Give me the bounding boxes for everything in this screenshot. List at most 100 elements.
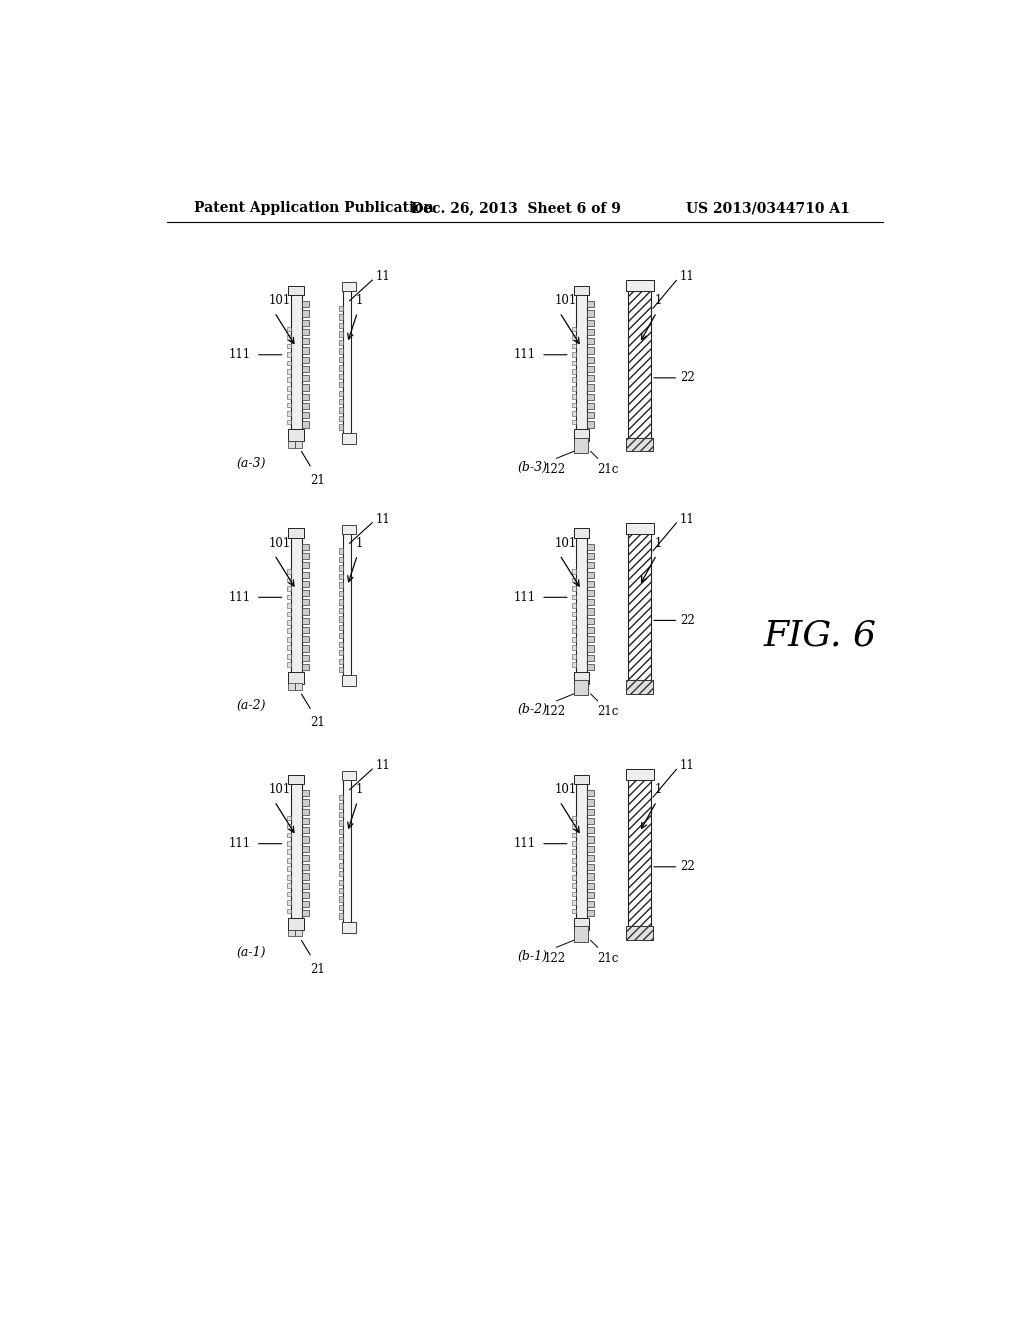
Bar [302,828,308,833]
Bar [587,818,594,824]
Bar [587,655,594,661]
Bar [573,528,589,537]
Bar [572,420,575,425]
Bar [302,883,308,888]
Bar [572,858,575,862]
Bar [302,645,308,652]
Text: 1: 1 [356,536,364,549]
Bar [289,775,304,784]
Bar [342,771,356,780]
Bar [289,528,304,537]
Bar [287,343,291,348]
Bar [287,900,291,906]
Bar [339,591,343,597]
Bar [339,659,343,664]
Bar [287,611,291,616]
Bar [572,850,575,854]
Bar [339,607,343,612]
Text: Patent Application Publication: Patent Application Publication [194,202,433,215]
Bar [587,902,594,907]
Bar [302,636,308,643]
Bar [627,523,654,533]
Bar [575,780,587,923]
Bar [339,888,343,894]
Bar [339,408,343,413]
Bar [339,837,343,842]
Bar [302,347,308,354]
Text: (a-2): (a-2) [237,700,266,713]
Bar [573,672,589,684]
Bar [287,638,291,642]
Bar [339,642,343,647]
Bar [302,664,308,671]
Bar [627,927,652,940]
Bar [342,676,356,686]
Bar [287,824,291,829]
Bar [573,286,589,296]
Text: 22: 22 [680,861,694,874]
Bar [587,375,594,381]
Bar [339,565,343,570]
Bar [289,429,304,441]
Bar [587,892,594,898]
Bar [573,917,589,931]
Bar [587,846,594,851]
Bar [302,809,308,814]
Bar [339,314,343,319]
Text: 21c: 21c [598,952,620,965]
Bar [287,653,291,659]
Bar [302,911,308,916]
Bar [339,356,343,362]
Bar [572,352,575,356]
Text: 1: 1 [655,783,663,796]
Bar [587,553,594,560]
Bar [289,917,304,931]
Bar [287,352,291,356]
Bar [287,875,291,879]
Bar [287,569,291,574]
Text: 21: 21 [310,962,325,975]
Text: 11: 11 [376,512,391,525]
Text: 122: 122 [544,952,565,965]
Bar [572,326,575,331]
Bar [339,634,343,639]
Bar [342,921,356,933]
Text: 101: 101 [269,783,291,796]
Text: 1: 1 [655,536,663,549]
Bar [339,820,343,825]
Bar [302,581,308,587]
Bar [287,578,291,582]
Bar [587,329,594,335]
Bar [572,653,575,659]
Bar [343,288,351,437]
Bar [587,403,594,409]
Bar [302,412,308,418]
Text: 101: 101 [269,294,291,308]
Text: 1: 1 [356,783,364,796]
Bar [587,874,594,879]
Text: 111: 111 [228,348,251,362]
Bar [339,599,343,605]
Bar [302,609,308,615]
Bar [628,288,651,437]
Bar [587,911,594,916]
Bar [287,378,291,381]
Bar [339,374,343,379]
Bar [572,663,575,667]
Bar [302,384,308,391]
Text: 11: 11 [376,759,391,772]
Bar [342,433,356,444]
Bar [573,437,588,453]
Bar [339,804,343,809]
Bar [302,572,308,578]
Bar [587,800,594,805]
Bar [573,927,588,942]
Bar [587,393,594,400]
Bar [587,356,594,363]
Bar [287,403,291,408]
Text: 11: 11 [680,512,694,525]
Bar [295,929,302,936]
Bar [587,883,594,888]
Bar [587,618,594,624]
Bar [627,680,652,694]
